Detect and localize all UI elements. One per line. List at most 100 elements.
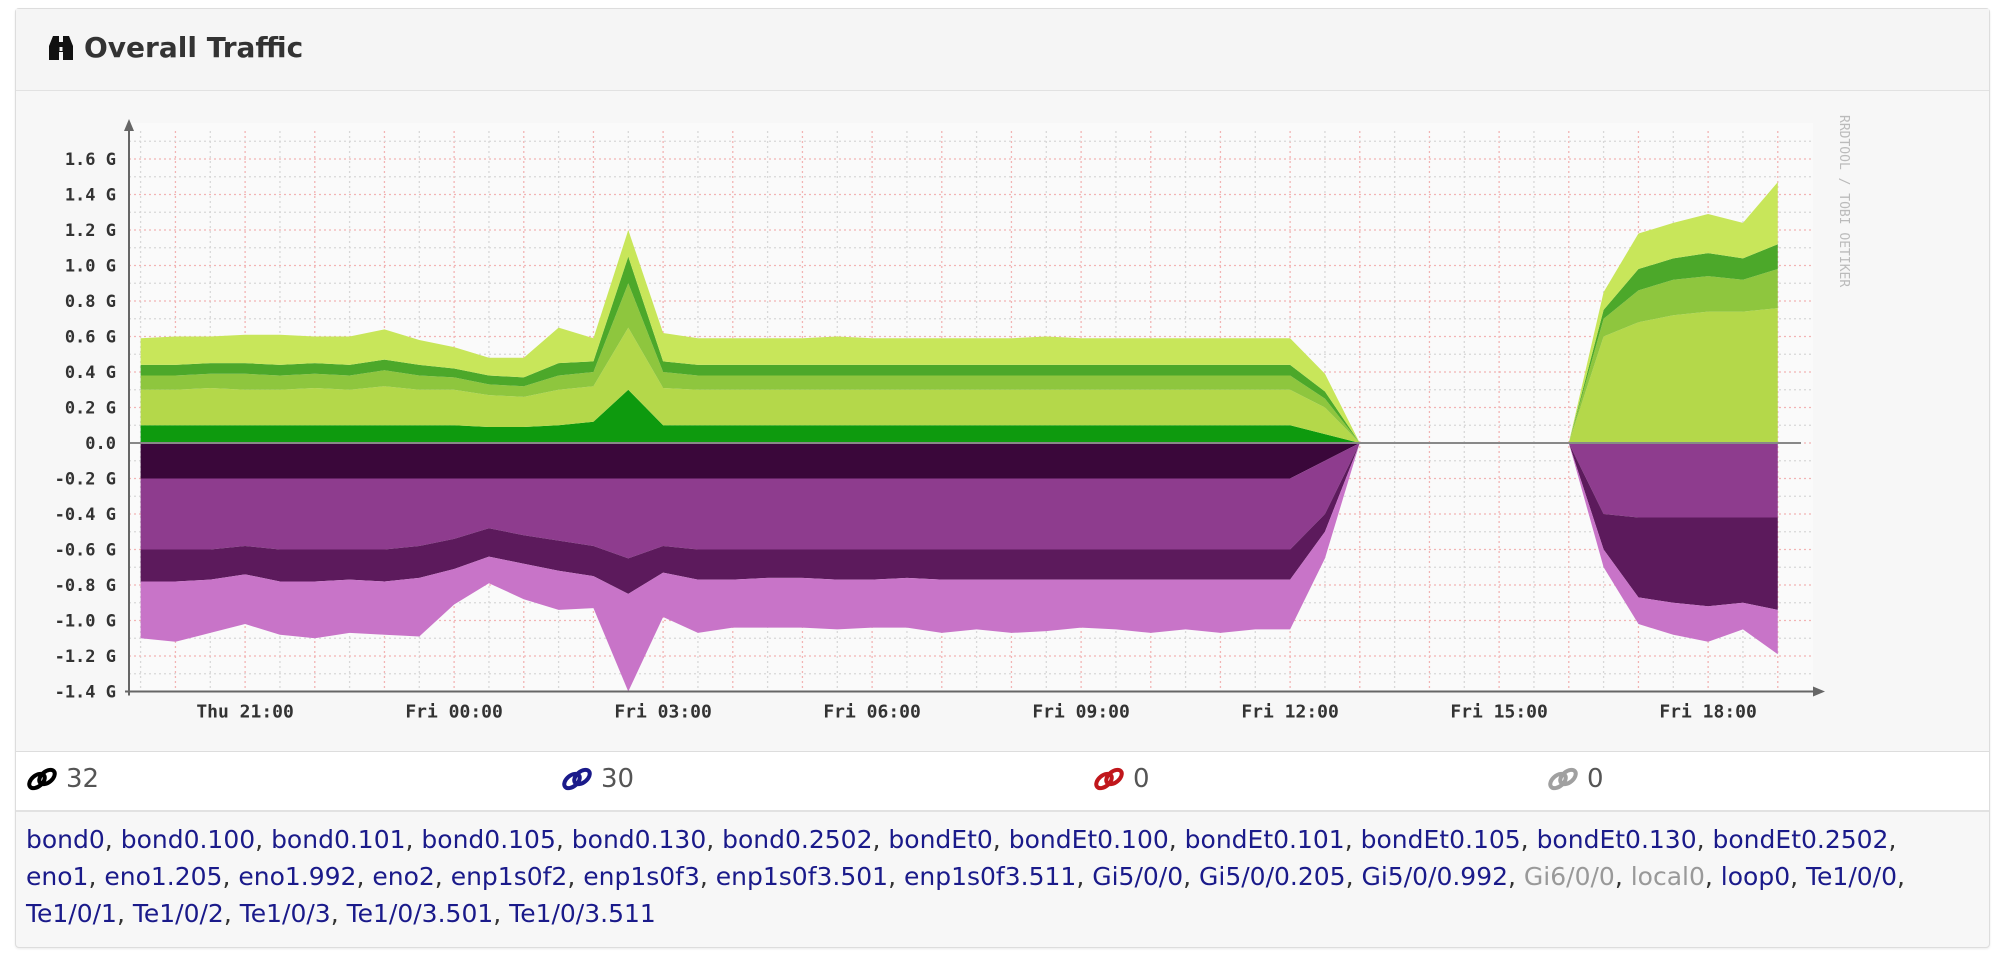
separator: , (104, 825, 121, 854)
separator: , (1614, 862, 1631, 891)
separator: , (116, 899, 133, 928)
y-tick-label: -0.6 G (55, 541, 116, 561)
x-tick-label: Fri 15:00 (1450, 702, 1548, 723)
outbound-area-3 (140, 443, 1778, 610)
port-link[interactable]: bond0.100 (120, 825, 256, 854)
separator: , (1696, 825, 1713, 854)
binoculars-icon (49, 35, 73, 60)
separator: , (1508, 862, 1524, 891)
port-link[interactable]: Gi5/0/0.205 (1199, 862, 1346, 891)
separator: , (1345, 862, 1362, 891)
port-link[interactable]: eno1.992 (238, 862, 357, 891)
y-tick-label: 1.0 G (65, 257, 116, 277)
separator: , (1888, 825, 1897, 854)
panel-title: Overall Traffic (46, 31, 303, 64)
y-tick-label: -0.4 G (55, 505, 116, 525)
port-link[interactable]: bondEt0.2502 (1712, 825, 1889, 854)
port-link[interactable]: bond0.130 (571, 825, 707, 854)
separator: , (222, 862, 239, 891)
count-down[interactable]: 0 (1093, 764, 1150, 794)
count-value: 0 (1587, 764, 1604, 794)
separator: , (567, 862, 584, 891)
panel-title-text: Overall Traffic (84, 31, 304, 64)
rrdtool-watermark: RRDTOOL / TOBI OETIKER (1836, 115, 1851, 287)
port-link[interactable]: Te1/0/1 (26, 899, 117, 928)
port-link[interactable]: Gi5/0/0.992 (1361, 862, 1509, 891)
separator: , (223, 899, 240, 928)
count-value: 0 (1133, 764, 1150, 794)
separator: , (555, 825, 572, 854)
separator: , (255, 825, 272, 854)
port-link[interactable]: Te1/0/2 (132, 899, 224, 928)
x-tick-label: Fri 06:00 (823, 702, 921, 723)
y-tick-label: 1.6 G (65, 150, 116, 170)
traffic-graph[interactable]: 1.6 G 1.4 G 1.2 G 1.0 G 0.8 G 0.6 G 0.4 G 0.2 G… (16, 91, 1989, 751)
port-link[interactable]: Te1/0/0 (1806, 862, 1897, 891)
port-link[interactable]: enp1s0f3 (583, 862, 700, 891)
separator: , (888, 862, 904, 891)
port-link[interactable]: enp1s0f3.501 (715, 862, 889, 891)
port-link[interactable]: bondEt0.101 (1184, 825, 1345, 854)
separator: , (1344, 825, 1361, 854)
port-link[interactable]: bond0.2502 (722, 825, 873, 854)
y-tick-label: -0.8 G (55, 576, 116, 596)
panel-header: Overall Traffic (16, 9, 1989, 92)
inbound-area-1 (140, 389, 1778, 443)
count-disabled[interactable]: 0 (1547, 764, 1604, 794)
y-tick-label: 0.4 G (65, 363, 116, 383)
port-link[interactable]: Gi6/0/0 (1523, 862, 1615, 891)
port-counts-row: 32 30 0 0 (16, 751, 1989, 812)
port-link[interactable]: bondEt0 (888, 825, 993, 854)
port-link[interactable]: enp1s0f2 (450, 862, 568, 891)
separator: , (330, 899, 347, 928)
separator: , (1168, 825, 1185, 854)
count-value: 30 (601, 764, 635, 794)
y-tick-label: 1.2 G (65, 221, 116, 241)
port-link[interactable]: bond0 (26, 825, 105, 854)
separator: , (1183, 862, 1200, 891)
count-up[interactable]: 30 (561, 764, 634, 794)
link-icon (1094, 767, 1124, 791)
port-link[interactable]: eno1 (26, 862, 89, 891)
port-link[interactable]: bond0.105 (421, 825, 556, 854)
separator: , (872, 825, 889, 854)
x-tick-label: Fri 00:00 (405, 702, 503, 723)
y-tick-label: -0.2 G (55, 470, 116, 490)
port-link[interactable]: eno2 (372, 862, 435, 891)
port-link[interactable]: Te1/0/3.511 (509, 899, 656, 928)
port-link[interactable]: bondEt0.105 (1360, 825, 1521, 854)
port-link[interactable]: bond0.101 (271, 825, 406, 854)
y-tick-label: 0.6 G (65, 328, 116, 348)
y-tick-label: -1.4 G (55, 683, 116, 703)
link-icon (1548, 767, 1578, 791)
traffic-chart-svg: 1.6 G 1.4 G 1.2 G 1.0 G 0.8 G 0.6 G 0.4 G 0.2 G… (55, 115, 1851, 723)
separator: , (706, 825, 723, 854)
separator: , (356, 862, 373, 891)
port-link[interactable]: bondEt0.100 (1008, 825, 1169, 854)
x-tick-label: Fri 18:00 (1659, 702, 1757, 723)
port-link[interactable]: eno1.205 (104, 862, 223, 891)
count-total[interactable]: 32 (26, 764, 99, 794)
y-axis-arrow (124, 119, 134, 131)
separator: , (699, 862, 716, 891)
separator: , (1704, 862, 1721, 891)
port-link[interactable]: local0 (1630, 862, 1705, 891)
x-tick-label: Fri 12:00 (1241, 702, 1339, 723)
outbound-area-1 (140, 443, 1778, 479)
separator: , (992, 825, 1009, 854)
y-tick-label: -1.2 G (55, 647, 116, 667)
port-link[interactable]: bondEt0.130 (1536, 825, 1697, 854)
port-link[interactable]: enp1s0f3.511 (904, 862, 1077, 891)
x-tick-label: Thu 21:00 (196, 702, 294, 723)
port-link[interactable]: Te1/0/3.501 (346, 899, 494, 928)
separator: , (434, 862, 451, 891)
separator: , (1896, 862, 1905, 891)
separator: , (88, 862, 105, 891)
inbound-area-2 (140, 308, 1778, 443)
port-link[interactable]: Gi5/0/0 (1092, 862, 1184, 891)
port-link[interactable]: loop0 (1720, 862, 1791, 891)
port-link[interactable]: Te1/0/3 (239, 899, 331, 928)
separator: , (1076, 862, 1093, 891)
link-icon (27, 767, 57, 791)
separator: , (1520, 825, 1537, 854)
